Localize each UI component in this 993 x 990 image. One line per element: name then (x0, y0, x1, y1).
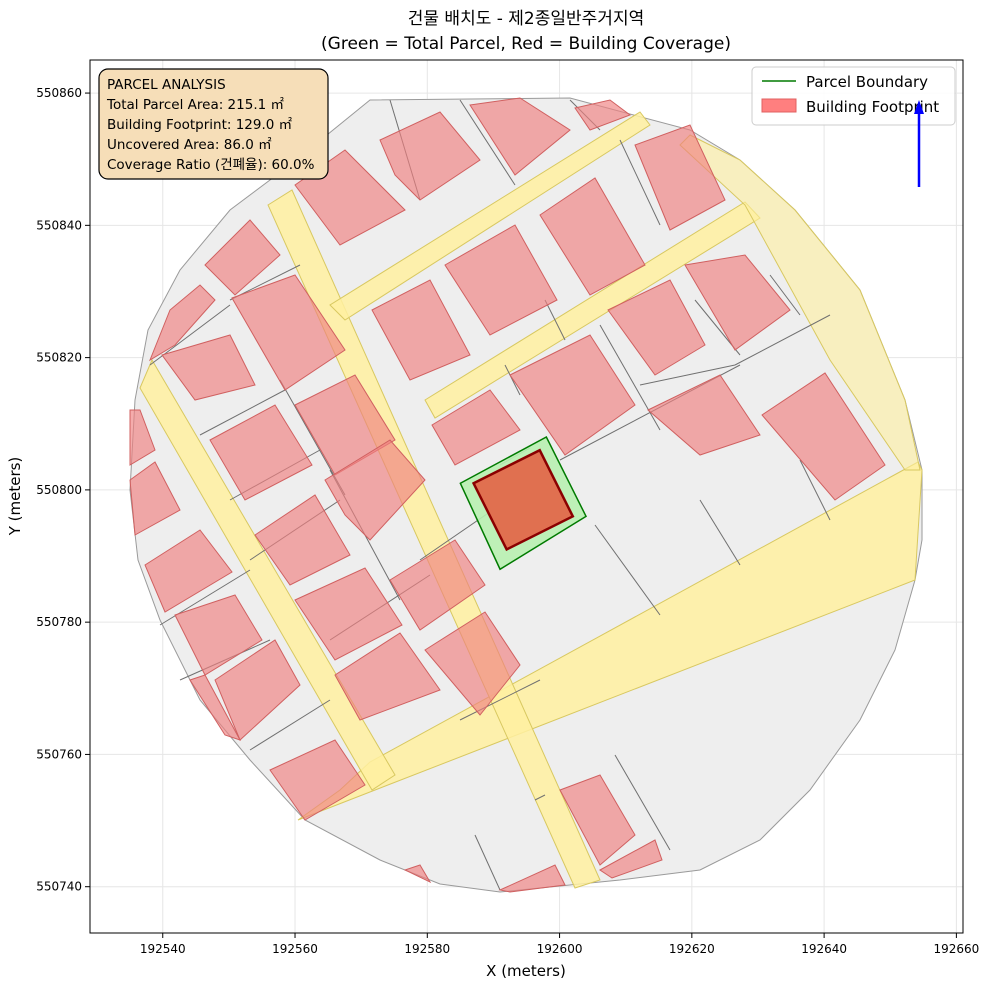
lot-line (799, 459, 831, 521)
context-building (469, 97, 571, 176)
context-building (161, 334, 256, 401)
context-building (231, 274, 346, 391)
lot-line (504, 364, 521, 396)
x-tick-label: 192580 (404, 942, 450, 956)
x-axis-label: X (meters) (486, 962, 566, 980)
lot-line (534, 794, 546, 801)
context-building (498, 864, 566, 893)
context-building (431, 389, 521, 466)
context-building (254, 494, 351, 586)
context-building (539, 177, 646, 296)
context-building (144, 529, 233, 613)
x-tick-label: 192640 (801, 942, 847, 956)
lot-line (734, 314, 831, 366)
lot-line (619, 139, 661, 226)
legend-building-label: Building Footprint (806, 98, 939, 116)
lot-line (199, 389, 286, 436)
legend-background (751, 66, 956, 126)
lot-line (474, 834, 501, 891)
context-building (647, 374, 761, 456)
road-diagonal-2 (139, 358, 396, 791)
x-tick-label: 192560 (272, 942, 318, 956)
legend: Parcel Boundary Building Footprint (751, 66, 956, 126)
info-line-footprint: Building Footprint: 129.0 ㎡ (107, 117, 293, 133)
info-line-total-area: Total Parcel Area: 215.1 ㎡ (106, 97, 284, 113)
context-building (761, 372, 886, 501)
target-building (471, 448, 575, 552)
context-building (389, 539, 486, 631)
context-building (209, 404, 313, 501)
x-tick-label: 192620 (669, 942, 715, 956)
road-east-arc (679, 134, 921, 471)
lot-line (459, 99, 516, 186)
parcel-analysis-box: PARCEL ANALYSIS Total Parcel Area: 215.1… (98, 68, 329, 180)
context-building (379, 111, 481, 201)
context-building (189, 674, 242, 741)
info-box-background (98, 68, 329, 180)
context-building (509, 334, 636, 456)
axes: 192540 192560 192580 192600 192620 192640 1926… (36, 59, 979, 956)
y-tick-label: 550840 (36, 218, 82, 232)
legend-building-swatch (761, 98, 797, 113)
context-building (294, 374, 396, 476)
x-tick-label: 192660 (933, 942, 979, 956)
context-building (324, 439, 426, 541)
context-building (599, 839, 663, 879)
lot-line (459, 679, 541, 721)
north-arrow-icon (914, 100, 924, 187)
y-axis-label: Y (meters) (6, 457, 24, 537)
context-building (334, 632, 441, 721)
y-tick-label: 550860 (36, 86, 82, 100)
plot-frame (89, 59, 964, 934)
context-building (684, 254, 791, 351)
context-building (174, 594, 263, 676)
context-building (607, 279, 706, 376)
lot-line (639, 364, 736, 386)
context-building (371, 279, 471, 381)
y-tick-label: 550780 (36, 615, 82, 629)
context-building (424, 611, 521, 716)
context-building (403, 864, 432, 884)
context-building (214, 639, 301, 741)
legend-parcel-label: Parcel Boundary (806, 73, 928, 91)
lot-line (594, 524, 661, 616)
context-building (634, 124, 726, 231)
context-building (444, 224, 558, 336)
info-line-coverage: Coverage Ratio (건폐율): 60.0% (107, 157, 315, 173)
lot-line (699, 499, 741, 566)
lot-line (769, 274, 801, 316)
context-building (294, 567, 403, 661)
y-tick-label: 550740 (36, 880, 82, 894)
context-building (148, 284, 216, 362)
context-building (574, 99, 632, 131)
context-building (204, 219, 281, 296)
info-line-title: PARCEL ANALYSIS (107, 77, 226, 93)
map-layer (129, 97, 923, 893)
context-building (559, 774, 636, 866)
lot-line (614, 754, 671, 851)
title-line-1: 건물 배치도 - 제2종일반주거지역 (408, 9, 644, 29)
y-tick-label: 550800 (36, 483, 82, 497)
info-line-uncovered: Uncovered Area: 86.0 ㎡ (107, 137, 272, 153)
context-building (129, 409, 156, 466)
x-tick-label: 192600 (537, 942, 583, 956)
y-tick-label: 550820 (36, 351, 82, 365)
context-building (129, 461, 181, 536)
chart-title: 건물 배치도 - 제2종일반주거지역 (Green = Total Parcel… (321, 9, 731, 54)
lot-line (249, 699, 331, 751)
x-tick-label: 192540 (140, 942, 186, 956)
road-upper (329, 111, 651, 321)
context-building (269, 739, 366, 821)
title-line-2: (Green = Total Parcel, Red = Building Co… (321, 34, 731, 54)
north-arrow-head (914, 100, 924, 114)
lot-line (544, 299, 566, 341)
y-tick-label: 550760 (36, 747, 82, 761)
